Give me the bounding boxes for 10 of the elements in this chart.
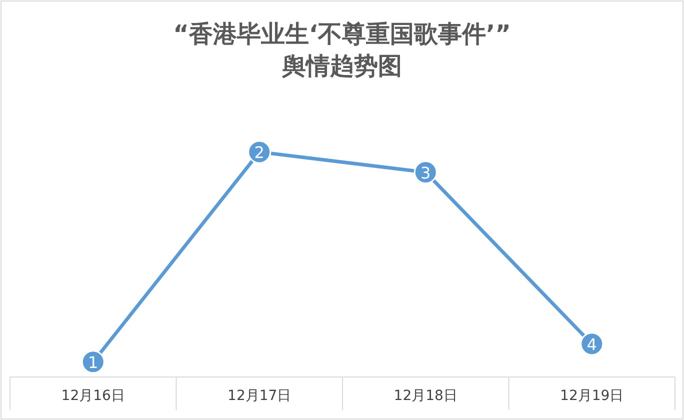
chart-subtitle: 舆情趋势图 [281, 52, 402, 80]
x-tick-label: 12月17日 [228, 388, 292, 404]
annotation: 1 [88, 352, 98, 372]
annotation: 4 [586, 334, 597, 354]
chart-title: “香港毕业生‘不尊重国歌事件’” [173, 20, 511, 48]
annotation: 3 [420, 163, 431, 182]
x-tick-label: 12月19日 [560, 388, 624, 404]
x-tick-label: 12月16日 [61, 388, 125, 404]
x-tick-label: 12月18日 [394, 388, 458, 404]
annotation: 2 [254, 143, 264, 162]
